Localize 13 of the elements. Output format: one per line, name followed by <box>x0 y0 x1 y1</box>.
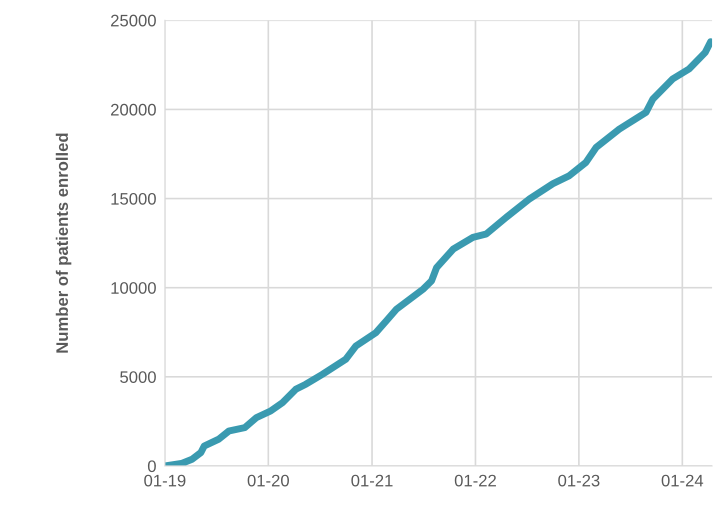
y-axis-title: Number of patients enrolled <box>56 134 72 353</box>
y-tick-label: 5000 <box>120 371 156 384</box>
x-tick-label: 01-21 <box>351 474 393 487</box>
y-tick-label: 10000 <box>111 282 156 294</box>
x-tick-label: 01-24 <box>662 474 704 487</box>
x-tick-label: 01-19 <box>144 474 186 487</box>
y-tick-label: 25000 <box>111 14 156 26</box>
x-tick-label: 01-20 <box>248 474 289 487</box>
y-tick-label: 20000 <box>111 104 156 116</box>
x-tick-label: 01-23 <box>558 474 600 487</box>
y-tick-label: 15000 <box>111 192 156 205</box>
x-tick-label: 01-22 <box>454 474 496 487</box>
y-tick-label: 0 <box>148 460 156 472</box>
